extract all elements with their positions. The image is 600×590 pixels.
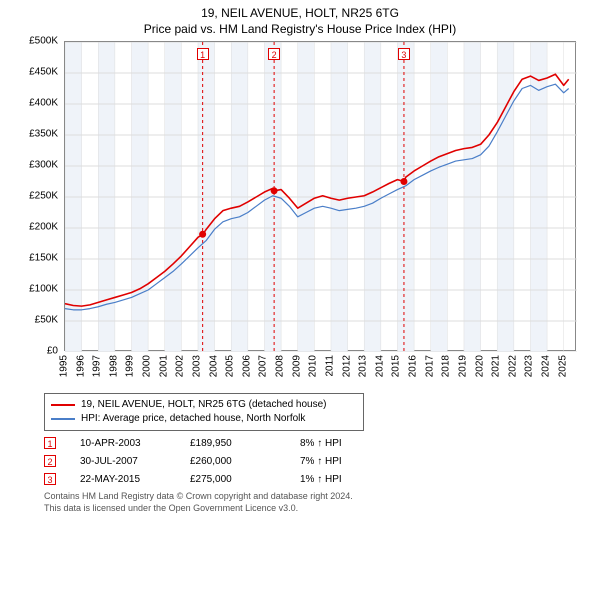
- x-tick-label: 1995: [59, 355, 70, 377]
- x-tick-label: 2009: [291, 355, 302, 377]
- x-tick-label: 2015: [391, 355, 402, 377]
- y-axis-labels: £0£50K£100K£150K£200K£250K£300K£350K£400…: [20, 41, 62, 351]
- event-num: 2: [44, 455, 56, 467]
- x-tick-label: 1996: [75, 355, 86, 377]
- y-tick-label: £300K: [29, 160, 58, 171]
- x-tick-label: 2021: [491, 355, 502, 377]
- legend: 19, NEIL AVENUE, HOLT, NR25 6TG (detache…: [44, 393, 364, 431]
- event-row: 2 30-JUL-2007£260,0007% ↑ HPI: [44, 455, 600, 467]
- x-tick-label: 2014: [374, 355, 385, 377]
- event-row: 1 10-APR-2003£189,9508% ↑ HPI: [44, 437, 600, 449]
- y-tick-label: £450K: [29, 67, 58, 78]
- footer: Contains HM Land Registry data © Crown c…: [44, 491, 600, 514]
- title-line1: 19, NEIL AVENUE, HOLT, NR25 6TG: [0, 6, 600, 22]
- x-tick-label: 2006: [241, 355, 252, 377]
- events-table: 1 10-APR-2003£189,9508% ↑ HPI 2 30-JUL-2007…: [44, 437, 600, 485]
- event-price: £260,000: [190, 456, 300, 467]
- y-tick-label: £100K: [29, 284, 58, 295]
- x-tick-label: 2016: [408, 355, 419, 377]
- event-date: 22-MAY-2015: [80, 474, 190, 485]
- legend-swatch: [51, 418, 75, 420]
- x-tick-label: 2000: [142, 355, 153, 377]
- x-tick-label: 2017: [424, 355, 435, 377]
- chart-title: 19, NEIL AVENUE, HOLT, NR25 6TG Price pa…: [0, 0, 600, 37]
- x-tick-label: 2004: [208, 355, 219, 377]
- event-date: 30-JUL-2007: [80, 456, 190, 467]
- legend-label: 19, NEIL AVENUE, HOLT, NR25 6TG (detache…: [81, 398, 326, 412]
- x-tick-label: 2022: [507, 355, 518, 377]
- x-tick-label: 2012: [341, 355, 352, 377]
- x-tick-label: 2010: [308, 355, 319, 377]
- x-tick-label: 1998: [108, 355, 119, 377]
- x-tick-label: 2023: [524, 355, 535, 377]
- event-row: 3 22-MAY-2015£275,0001% ↑ HPI: [44, 473, 600, 485]
- event-diff: 1% ↑ HPI: [300, 474, 380, 485]
- footer-line1: Contains HM Land Registry data © Crown c…: [44, 491, 600, 503]
- x-tick-label: 2013: [358, 355, 369, 377]
- event-price: £189,950: [190, 438, 300, 449]
- plot-svg: [65, 42, 577, 352]
- x-tick-label: 2018: [441, 355, 452, 377]
- x-tick-label: 2005: [225, 355, 236, 377]
- event-price: £275,000: [190, 474, 300, 485]
- title-line2: Price paid vs. HM Land Registry's House …: [0, 22, 600, 38]
- y-tick-label: £150K: [29, 253, 58, 264]
- y-tick-label: £350K: [29, 129, 58, 140]
- y-tick-label: £50K: [35, 315, 58, 326]
- sale-marker-box: 1: [197, 48, 209, 60]
- y-tick-label: £250K: [29, 191, 58, 202]
- sale-marker-box: 2: [268, 48, 280, 60]
- event-num: 1: [44, 437, 56, 449]
- x-tick-label: 2003: [191, 355, 202, 377]
- y-tick-label: £400K: [29, 98, 58, 109]
- legend-label: HPI: Average price, detached house, Nort…: [81, 412, 305, 426]
- x-tick-label: 2019: [457, 355, 468, 377]
- legend-row: 19, NEIL AVENUE, HOLT, NR25 6TG (detache…: [51, 398, 357, 412]
- event-date: 10-APR-2003: [80, 438, 190, 449]
- x-tick-label: 2020: [474, 355, 485, 377]
- legend-swatch: [51, 404, 75, 406]
- sale-marker-box: 3: [398, 48, 410, 60]
- event-diff: 8% ↑ HPI: [300, 438, 380, 449]
- x-tick-label: 1999: [125, 355, 136, 377]
- x-tick-label: 2024: [541, 355, 552, 377]
- footer-line2: This data is licensed under the Open Gov…: [44, 503, 600, 515]
- x-tick-label: 2001: [158, 355, 169, 377]
- x-tick-label: 2011: [324, 355, 335, 377]
- y-tick-label: £0: [47, 346, 58, 357]
- event-num: 3: [44, 473, 56, 485]
- x-tick-label: 2002: [175, 355, 186, 377]
- legend-row: HPI: Average price, detached house, Nort…: [51, 412, 357, 426]
- x-axis-labels: 1995199619971998199920002001200220032004…: [64, 353, 576, 393]
- x-tick-label: 2007: [258, 355, 269, 377]
- y-tick-label: £500K: [29, 36, 58, 47]
- plot-area: 1 2 3: [64, 41, 576, 351]
- event-diff: 7% ↑ HPI: [300, 456, 380, 467]
- x-tick-label: 1997: [92, 355, 103, 377]
- y-tick-label: £200K: [29, 222, 58, 233]
- x-tick-label: 2008: [275, 355, 286, 377]
- x-tick-label: 2025: [557, 355, 568, 377]
- chart-area: £0 £50K £100K £150K £200K £250K £300K £350K £400…: [20, 41, 580, 391]
